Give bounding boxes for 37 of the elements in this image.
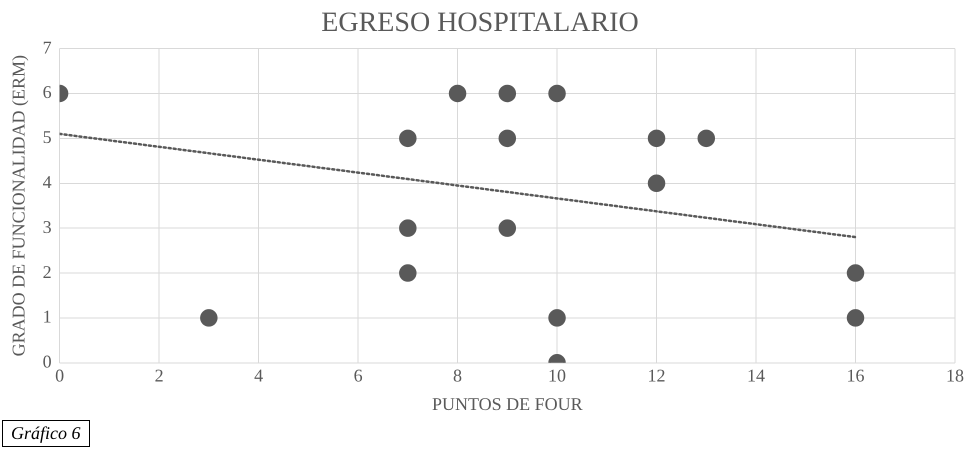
point: [399, 219, 417, 237]
point: [498, 130, 516, 148]
y-tick-label: 1: [42, 306, 52, 327]
x-tick-label: 0: [55, 365, 64, 386]
point: [498, 84, 516, 102]
point: [698, 130, 716, 148]
point: [200, 309, 218, 327]
x-tick-label: 4: [254, 365, 264, 386]
x-tick-label: 10: [548, 365, 566, 386]
y-tick-label: 6: [42, 82, 52, 102]
x-tick-label: 12: [648, 365, 666, 386]
y-tick-label: 2: [42, 262, 52, 282]
point: [399, 130, 417, 148]
point: [548, 309, 566, 327]
point: [846, 264, 864, 282]
chart-title: EGRESO HOSPITALARIO: [321, 7, 639, 38]
point: [846, 309, 864, 327]
y-tick-label: 5: [42, 127, 52, 148]
point: [648, 130, 666, 148]
y-tick-label: 0: [42, 352, 52, 372]
point: [448, 84, 466, 102]
x-tick-label: 6: [354, 365, 363, 386]
y-tick-label: 4: [42, 172, 52, 192]
point: [399, 264, 417, 282]
text: Gráfico 6: [2, 420, 90, 447]
x-tick-label: 14: [747, 365, 766, 386]
y-axis-title: GRADO DE FUNCIONALIDAD (ERM): [8, 54, 29, 356]
point: [548, 84, 566, 102]
x-tick-label: 16: [846, 365, 865, 386]
x-axis-title: PUNTOS DE FOUR: [432, 394, 583, 414]
point: [498, 219, 516, 237]
x-tick-label: 18: [946, 365, 964, 386]
y-tick-label: 3: [42, 216, 52, 237]
point: [648, 174, 666, 192]
x-tick-label: 2: [154, 365, 164, 386]
y-tick-label: 7: [42, 37, 52, 58]
x-tick-label: 8: [453, 365, 462, 386]
